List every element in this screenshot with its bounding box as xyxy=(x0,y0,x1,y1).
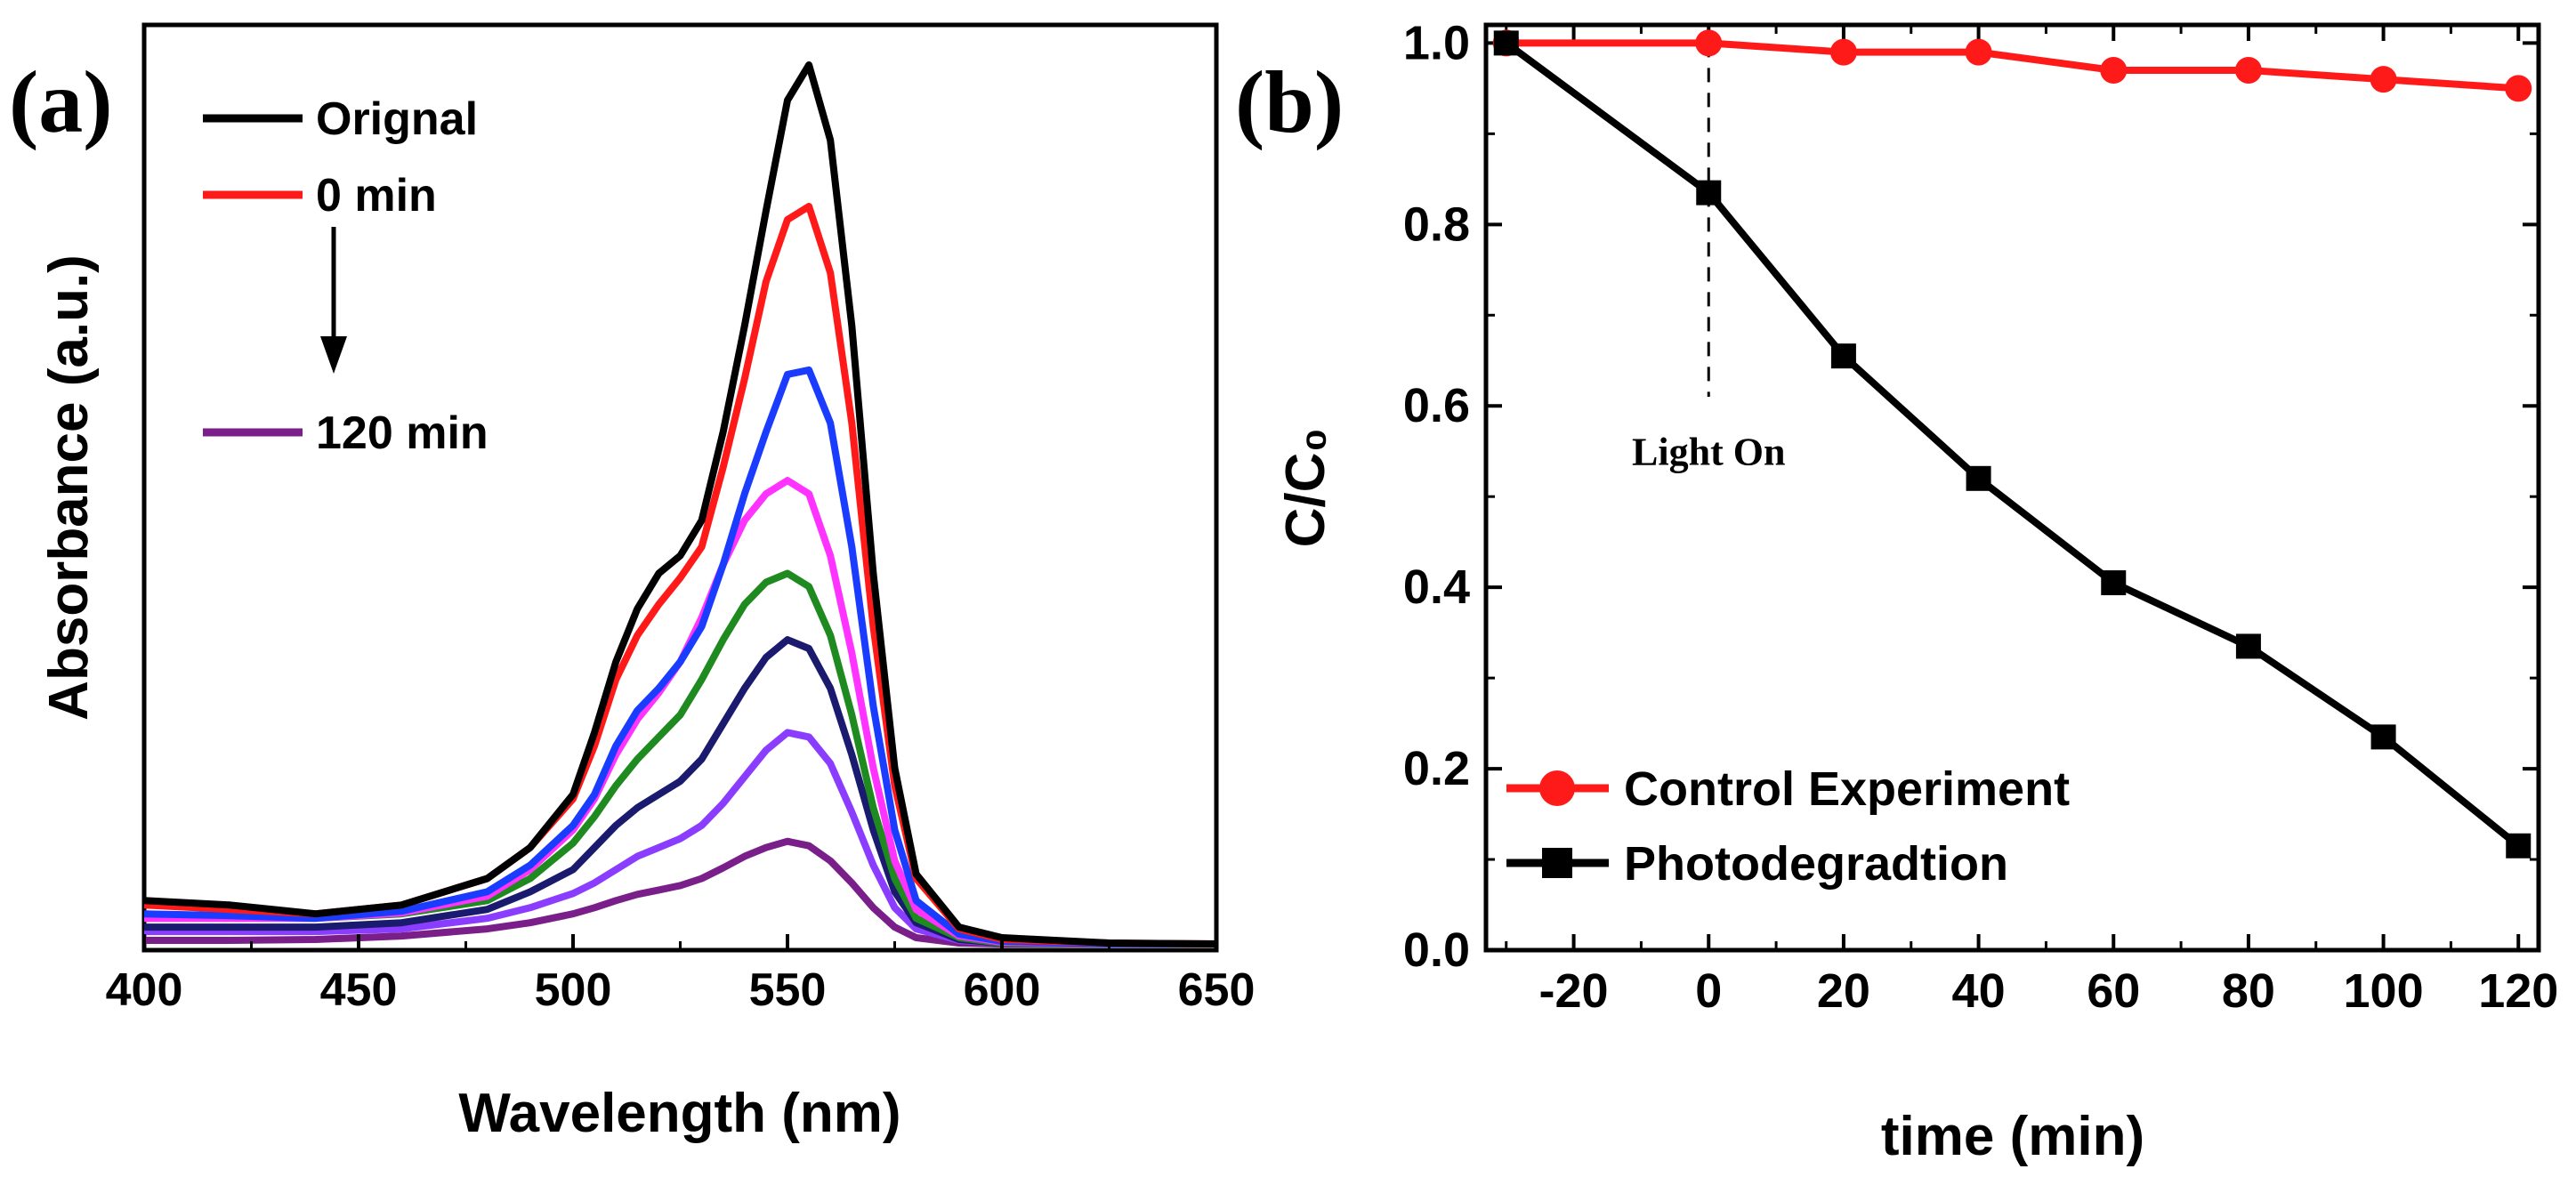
data-point-square xyxy=(1493,30,1519,56)
data-point-circle xyxy=(2100,56,2128,84)
legend-label-photodegradtion: Photodegradtion xyxy=(1624,837,2008,891)
x-tick-label--20: -20 xyxy=(1539,964,1609,1018)
data-point-circle xyxy=(2370,66,2397,93)
x-tick-label-550: 550 xyxy=(749,964,827,1016)
y-tick-label-0.2: 0.2 xyxy=(1403,742,1470,795)
legend-label-control-experiment: Control Experiment xyxy=(1624,762,2070,816)
spectrum-line-1 xyxy=(143,203,1217,947)
panel-b-x-axis-title: time (min) xyxy=(1881,1106,2144,1167)
spectrum-line-2 xyxy=(143,366,1216,947)
panel-a-absorbance-chart: (a) 400 450 500 550 600 650 Wavelength (nm) A… xyxy=(9,22,1256,1144)
data-point-square xyxy=(2370,724,2396,750)
x-tick-label-450: 450 xyxy=(320,964,398,1016)
panel-b-kinetics-chart: (b) -20 0 20 40 60 80 100 120 0.0 0.2 0.4 0.6 0.8 1.0… xyxy=(1235,16,2558,1167)
light-on-annotation: Light On xyxy=(1632,431,1785,474)
y-tick-label-0: 0.0 xyxy=(1403,923,1470,977)
panel-a-x-axis-title: Wavelength (nm) xyxy=(458,1083,900,1144)
x-tick-label-500: 500 xyxy=(535,964,612,1016)
y-tick-label-0.6: 0.6 xyxy=(1403,379,1470,432)
panel-b-label: (b) xyxy=(1235,52,1344,151)
y-tick-label-0.8: 0.8 xyxy=(1403,198,1470,251)
y-tick-label-1: 1.0 xyxy=(1403,16,1470,69)
data-point-circle xyxy=(1965,38,1992,66)
x-tick-label-120: 120 xyxy=(2478,964,2558,1018)
panel-a-legend: Orignal 0 min 120 min xyxy=(203,93,489,459)
legend-marker-circle xyxy=(1539,770,1575,806)
x-tick-label-0: 0 xyxy=(1695,964,1722,1018)
data-point-square xyxy=(2506,833,2532,859)
legend-label-0-min: 0 min xyxy=(316,170,437,222)
x-tick-label-400: 400 xyxy=(106,964,183,1016)
panel-a-label: (a) xyxy=(9,52,113,151)
y-tick-label-0.4: 0.4 xyxy=(1403,560,1470,614)
x-tick-label-80: 80 xyxy=(2222,964,2275,1018)
x-tick-label-60: 60 xyxy=(2087,964,2140,1018)
data-point-circle xyxy=(2505,75,2532,102)
spectrum-line-0 xyxy=(143,61,1217,947)
x-tick-label-100: 100 xyxy=(2344,964,2424,1018)
data-point-square xyxy=(2235,633,2261,659)
x-tick-label-40: 40 xyxy=(1952,964,2006,1018)
panel-b-ticks: -20 0 20 40 60 80 100 120 0.0 0.2 0.4 0.6 0.8 1.0 xyxy=(1403,16,2558,1018)
x-tick-label-600: 600 xyxy=(964,964,1041,1016)
data-point-square xyxy=(1696,180,1722,206)
data-point-square xyxy=(1966,465,1991,491)
panel-b-y-axis-title: C/C₀ xyxy=(1275,428,1336,548)
legend-label-orignal: Orignal xyxy=(316,93,478,145)
data-point-circle xyxy=(1695,29,1723,57)
data-point-circle xyxy=(1829,38,1857,66)
spectrum-line-7 xyxy=(144,837,1216,947)
panel-a-series-group xyxy=(143,61,1217,947)
legend-marker-square xyxy=(1542,848,1572,878)
panel-b-series-group xyxy=(1492,29,2532,859)
spectrum-line-4 xyxy=(144,569,1216,947)
x-tick-label-20: 20 xyxy=(1817,964,1870,1018)
spectrum-line-5 xyxy=(144,636,1216,947)
data-point-square xyxy=(2101,570,2127,596)
panel-a-plot-frame xyxy=(141,22,1219,953)
data-point-square xyxy=(1830,343,1856,369)
panel-b-plot-frame xyxy=(1483,22,2541,953)
legend-label-120-min: 120 min xyxy=(316,407,489,459)
series-line-1 xyxy=(1504,40,2521,849)
data-point-circle xyxy=(2234,56,2262,84)
x-tick-label-650: 650 xyxy=(1178,964,1256,1016)
legend-time-arrow-head xyxy=(320,336,347,374)
series-line-0 xyxy=(1506,39,2519,93)
spectrum-line-6 xyxy=(144,729,1216,947)
panel-a-y-axis-title: Absorbance (a.u.) xyxy=(38,254,100,721)
panel-b-legend: Control Experiment Photodegradtion xyxy=(1506,762,2070,891)
panel-a-x-ticks: 400 450 500 550 600 650 xyxy=(106,934,1256,1016)
